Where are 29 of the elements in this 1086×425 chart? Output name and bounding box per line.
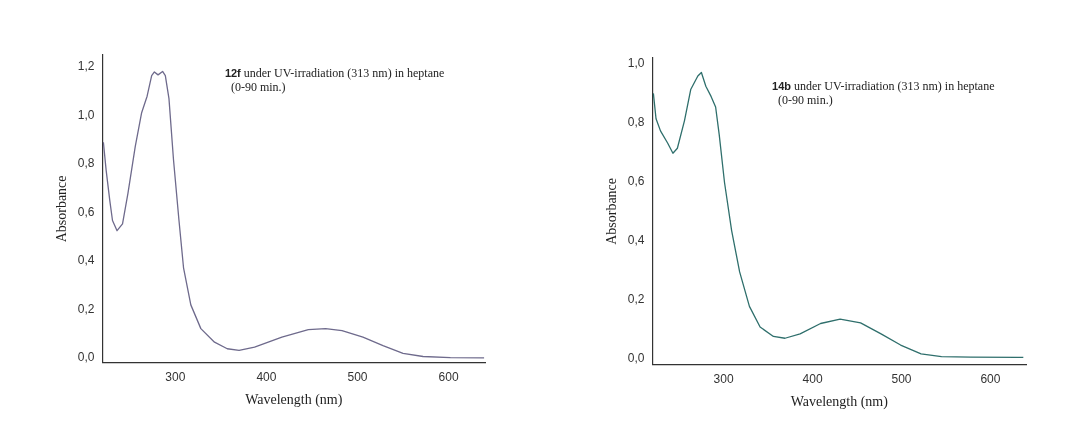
x-tick-label: 400	[256, 370, 277, 385]
y-tick-label: 0,0	[627, 351, 645, 366]
y-tick-label: 0,6	[627, 174, 645, 189]
x-tick-label: 500	[891, 372, 912, 387]
annotation: (0-90 min.)	[230, 80, 286, 94]
x-tick-label: 400	[802, 372, 823, 387]
x-tick-label: 300	[165, 370, 186, 385]
annotation: 14b under UV-irradiation (313 nm) in heptane	[772, 79, 995, 93]
y-tick-label: 1,0	[627, 56, 645, 71]
y-tick-label: 0,2	[627, 292, 645, 307]
x-tick-label: 300	[713, 372, 734, 387]
x-axis-title: Wavelength (nm)	[790, 394, 889, 411]
x-tick-label: 600	[980, 372, 1001, 387]
x-tick-label: 600	[438, 370, 459, 385]
y-tick-label: 0,4	[627, 233, 645, 248]
x-tick-label: 500	[347, 370, 368, 385]
annotation: 12f under UV-irradiation (313 nm) in heptane	[224, 66, 445, 80]
y-tick-label: 0,0	[77, 350, 95, 365]
y-tick-label: 0,6	[77, 204, 95, 219]
annotation: (0-90 min.)	[778, 93, 833, 107]
y-tick-label: 1,0	[77, 107, 95, 122]
y-tick-label: 1,2	[77, 59, 95, 74]
y-tick-label: 0,2	[77, 301, 95, 316]
y-tick-label: 0,8	[77, 156, 95, 171]
y-tick-label: 0,4	[77, 253, 95, 268]
x-axis-title: Wavelength (nm)	[245, 392, 343, 409]
y-axis-title: Absorbance	[54, 175, 70, 243]
y-tick-label: 0,8	[627, 115, 645, 130]
y-axis-title: Absorbance	[604, 177, 620, 245]
